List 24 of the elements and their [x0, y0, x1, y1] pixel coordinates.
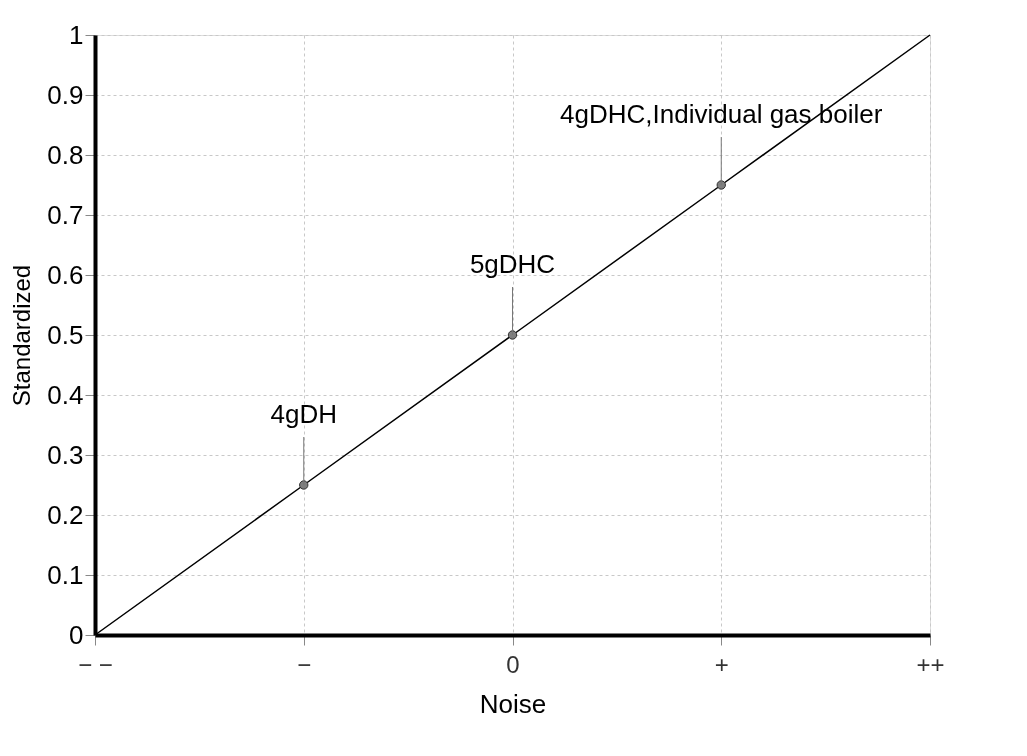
x-tick-label: − − [78, 650, 113, 678]
annotation: 5gDHC [469, 249, 556, 279]
y-tick-label: 0.5 [47, 319, 84, 350]
y-tick-label: 0.9 [47, 79, 84, 110]
point [507, 330, 518, 340]
y-tick-label: 0 [69, 619, 84, 650]
x-tick-label: 0 [506, 650, 520, 678]
annotation: 4gDHC,Individual gas boiler [560, 99, 883, 129]
point [716, 180, 726, 190]
x-tick-label: − [297, 650, 312, 678]
y-tick-label: 0.1 [47, 559, 84, 590]
y-axis-title: Standardized [8, 264, 36, 407]
point [299, 480, 309, 490]
y-tick-label: 0.6 [47, 259, 84, 290]
y-tick-label: 0.4 [47, 379, 84, 410]
x-tick-label: + [714, 650, 729, 678]
y-tick-label: 1 [69, 19, 84, 50]
annotation: 4gDH [270, 399, 337, 429]
y-tick-label: 0.8 [47, 139, 84, 170]
y-tick-label: 0.7 [47, 199, 84, 230]
y-tick-label: 0.2 [47, 499, 84, 530]
y-tick-label: 0.3 [47, 439, 84, 470]
x-tick-label: ++ [916, 650, 945, 678]
x-axis-title: Noise [479, 688, 547, 719]
